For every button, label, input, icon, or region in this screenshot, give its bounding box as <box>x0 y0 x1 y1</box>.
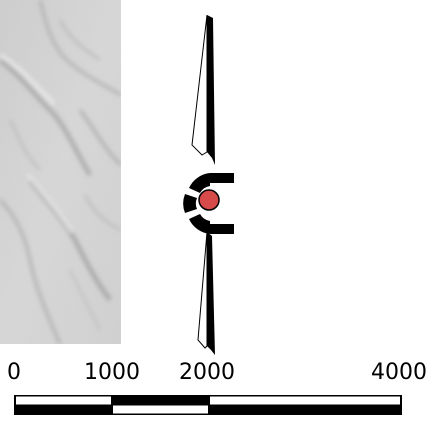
lower-needle <box>197 231 215 355</box>
north-arrow <box>180 10 240 355</box>
scale-labels: 0 1000 2000 4000 <box>0 360 442 390</box>
scale-bar <box>14 395 404 417</box>
scale-bar-graphic <box>14 395 402 415</box>
north-arrow-graphic <box>183 14 234 355</box>
upper-needle <box>191 14 215 165</box>
hillshade-map <box>0 0 121 344</box>
north-arrow-center-dot <box>198 189 220 211</box>
scale-label-1000: 1000 <box>84 360 140 385</box>
compass-ring <box>183 173 234 234</box>
scale-label-2000: 2000 <box>179 360 235 385</box>
hillshade-relief-image <box>0 0 121 344</box>
scale-label-4000: 4000 <box>371 360 427 385</box>
scale-label-0: 0 <box>7 360 21 385</box>
